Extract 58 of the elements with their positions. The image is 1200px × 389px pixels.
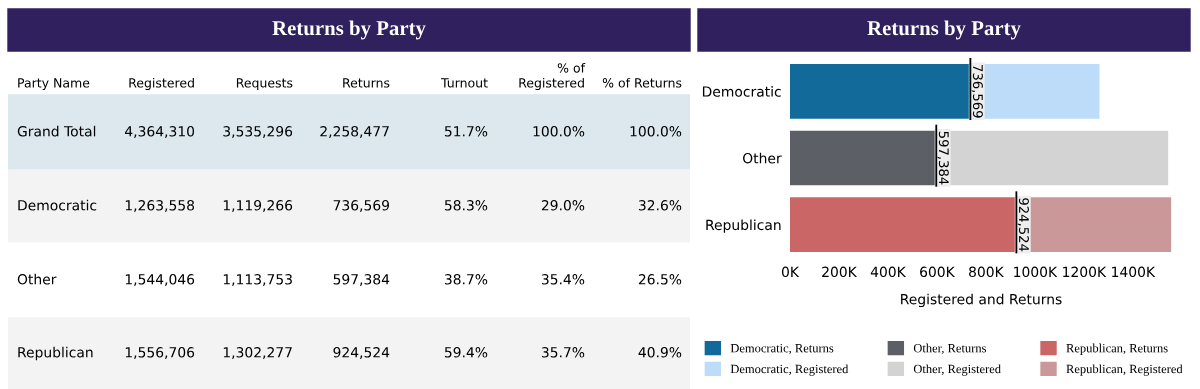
category-label: Requests	[236, 78, 293, 90]
x-tick-label: 200K	[822, 266, 858, 278]
category-label: Turnout	[440, 78, 488, 88]
text: 100.0%	[630, 126, 682, 137]
text: 26.5%	[638, 274, 682, 285]
text: 1,263,558	[125, 200, 195, 212]
text: 29.0%	[541, 200, 585, 211]
x-tick-label: 0K	[781, 266, 800, 278]
text: 924,524	[333, 347, 390, 359]
category-label: Registered	[129, 77, 194, 90]
text: 35.7%	[541, 347, 585, 358]
text: Returns by Party	[272, 20, 426, 40]
text: 100.0%	[533, 126, 585, 137]
category-label: % of Returns	[602, 77, 682, 88]
x-tick-label: 600K	[920, 266, 956, 278]
text: 32.6%	[638, 200, 682, 211]
legend-label: Republican, Returns	[1066, 343, 1168, 355]
text: Other	[17, 273, 57, 285]
category-label: Returns	[343, 78, 390, 88]
text: 58.3%	[444, 200, 488, 211]
x-tick-label: 1200K	[1063, 266, 1107, 278]
text: 1,119,266	[223, 200, 293, 212]
x-tick-label: 400K	[870, 266, 907, 278]
data-label: 924,524	[1017, 198, 1029, 252]
text: 1,556,706	[125, 347, 195, 359]
legend-label: Other, Registered	[913, 364, 1001, 376]
x-tick-label: 1400K	[1112, 266, 1156, 278]
category-label: % of Registered	[519, 62, 586, 90]
text: 35.4%	[541, 274, 585, 285]
text: 1,544,046	[125, 274, 195, 286]
text: 1,302,277	[223, 347, 292, 359]
y-tick-label: Other	[743, 152, 782, 164]
text: Republican	[18, 346, 93, 361]
legend-label: Other, Returns	[913, 343, 986, 355]
text: Democratic	[18, 199, 97, 211]
chart-title: Returns by Party	[867, 20, 1021, 40]
text: 736,569	[333, 200, 390, 212]
text: 597,384	[333, 274, 390, 286]
y-tick-label: Democratic	[702, 86, 781, 97]
text: Grand Total	[17, 125, 96, 137]
x-axis-title: Registered and Returns	[901, 293, 1062, 308]
x-tick-label: 800K	[969, 266, 1004, 278]
text: 1,113,753	[223, 274, 292, 286]
text: 38.7%	[444, 274, 488, 285]
data-label: 736,569	[971, 65, 983, 118]
text: 4,364,310	[124, 126, 195, 138]
text: 59.4%	[444, 347, 488, 358]
text: 40.9%	[638, 347, 682, 358]
text: 3,535,296	[223, 126, 293, 138]
legend-label: Republican, Registered	[1066, 364, 1183, 376]
legend-label: Democratic, Returns	[730, 343, 834, 355]
text: 51.7%	[444, 126, 488, 137]
text: 2,258,477	[320, 126, 389, 138]
y-tick-label: Republican	[706, 219, 781, 233]
data-label: 597,384	[937, 131, 949, 185]
legend-label: Democratic, Registered	[730, 364, 849, 376]
x-tick-label: 1000K	[1014, 266, 1058, 278]
category-label: Party Name	[18, 78, 90, 90]
